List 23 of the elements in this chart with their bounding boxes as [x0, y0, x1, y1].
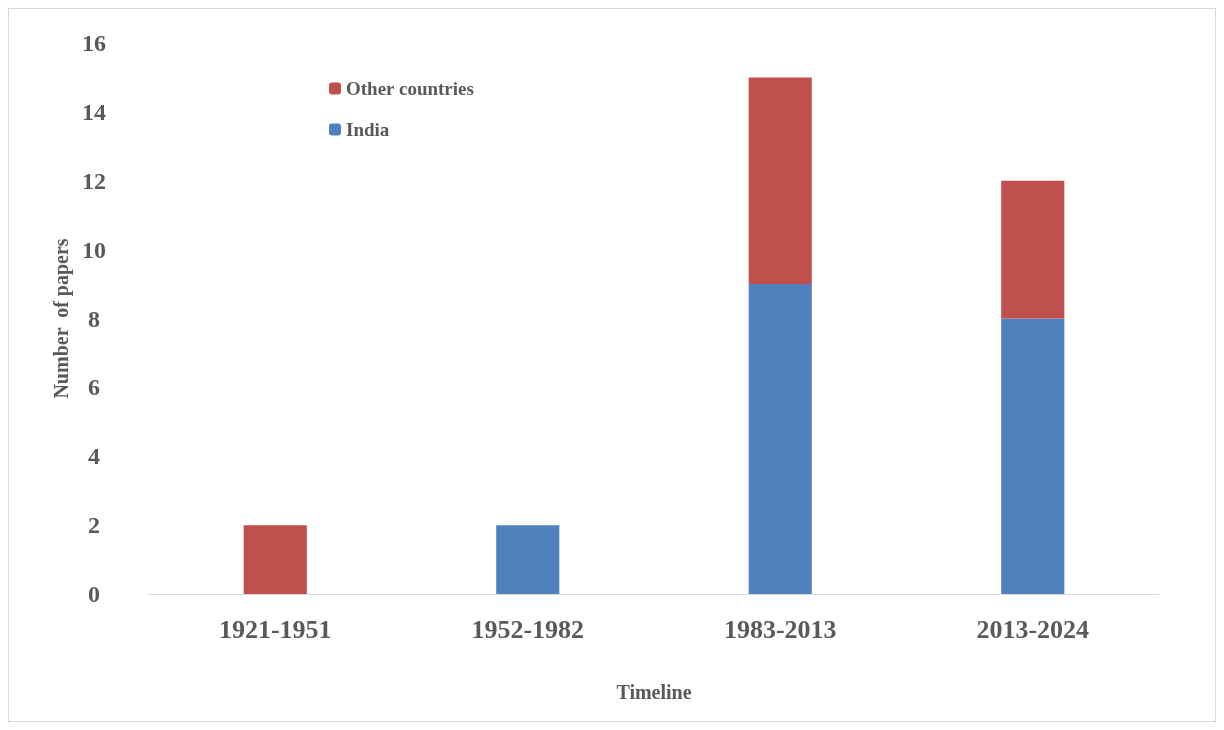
y-tick-label: 0 [88, 581, 100, 607]
y-tick-label: 6 [88, 374, 100, 401]
y-tick-label: 12 [82, 167, 106, 194]
x-tick-label: 2013-2024 [976, 614, 1090, 644]
bar [748, 77, 812, 285]
bar [1001, 318, 1065, 594]
y-tick-label: 2 [88, 512, 100, 539]
bar [496, 525, 560, 594]
y-tick-label: 8 [88, 305, 100, 332]
legend-label: India [346, 119, 390, 140]
y-tick-label: 10 [82, 236, 106, 263]
bar [1001, 180, 1065, 319]
y-tick-label: 4 [88, 443, 100, 470]
x-tick-label: 1921-1951 [218, 614, 332, 644]
bar [748, 284, 812, 594]
y-axis-title: Number of papers [50, 238, 73, 399]
x-tick-label: 1952-1982 [471, 614, 585, 644]
x-axis-title: Timeline [616, 681, 692, 703]
bar [243, 525, 307, 594]
y-tick-label: 14 [82, 98, 106, 125]
y-tick-label: 16 [82, 30, 106, 56]
x-tick-label: 1983-2013 [723, 614, 837, 644]
legend-label: Other countries [346, 78, 474, 99]
